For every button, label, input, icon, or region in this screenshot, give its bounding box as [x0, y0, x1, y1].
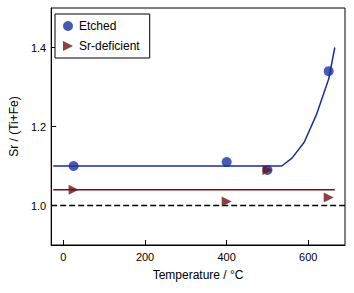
svg-text:Sr-deficient: Sr-deficient [79, 39, 140, 53]
svg-text:1.4: 1.4 [31, 42, 46, 54]
svg-text:200: 200 [136, 251, 154, 263]
svg-text:600: 600 [299, 251, 317, 263]
svg-text:Temperature / °C: Temperature / °C [153, 268, 244, 282]
svg-text:1.2: 1.2 [31, 121, 46, 133]
svg-text:400: 400 [217, 251, 235, 263]
svg-text:1.0: 1.0 [31, 200, 46, 212]
svg-text:Etched: Etched [79, 19, 116, 33]
svg-text:Sr / (Ti+Fe): Sr / (Ti+Fe) [7, 96, 21, 157]
svg-text:0: 0 [60, 251, 66, 263]
